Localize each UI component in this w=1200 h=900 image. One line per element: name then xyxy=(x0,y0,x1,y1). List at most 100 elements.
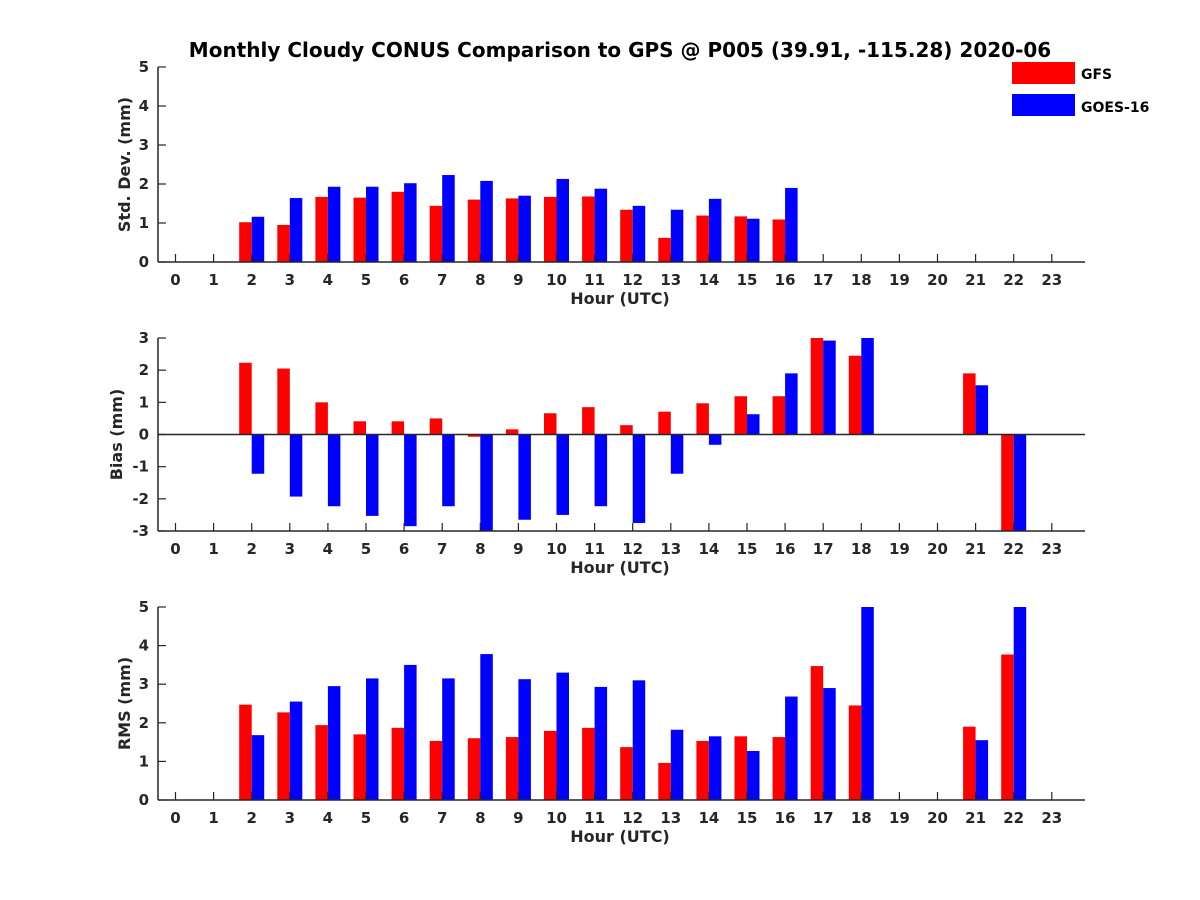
rms-x-tick-label: 4 xyxy=(323,809,333,827)
bias-bar-gfs-3 xyxy=(277,368,290,435)
legend-label-gfs: GFS xyxy=(1081,67,1112,83)
rms-y-tick-label: 2 xyxy=(139,714,149,732)
chart-title: Monthly Cloudy CONUS Comparison to GPS @… xyxy=(189,38,1051,62)
std-dev-y-tick-label: 3 xyxy=(139,136,149,154)
bias-x-tick-label: 17 xyxy=(813,540,834,558)
legend: GFS GOES-16 xyxy=(1012,62,1149,116)
rms-x-tick-label: 6 xyxy=(399,809,409,827)
bias-bar-gfs-5 xyxy=(353,421,366,435)
rms-bar-goes16-22 xyxy=(1013,607,1027,800)
std-dev-bar-gfs-2 xyxy=(239,222,252,262)
rms-bar-gfs-12 xyxy=(620,747,633,800)
std-dev-bar-goes16-6 xyxy=(404,183,417,262)
bias-bar-goes16-4 xyxy=(327,434,341,507)
bias-bar-gfs-21 xyxy=(963,373,976,435)
bias-bar-goes16-7 xyxy=(442,434,455,507)
rms-bar-goes16-9 xyxy=(518,679,531,800)
rms-bar-gfs-13 xyxy=(658,762,671,800)
bias-y-tick-label: 0 xyxy=(139,426,149,444)
rms-bar-gfs-7 xyxy=(429,740,443,800)
rms-bar-goes16-13 xyxy=(670,729,684,800)
std-dev-bar-gfs-6 xyxy=(391,191,405,262)
std-dev-bar-gfs-8 xyxy=(467,199,481,262)
std-dev-x-tick-label: 23 xyxy=(1041,271,1062,289)
std-dev-x-axis-label: Hour (UTC) xyxy=(570,289,670,308)
bias-bar-goes16-11 xyxy=(594,434,608,507)
std-dev-x-tick-label: 10 xyxy=(546,271,567,289)
bias-x-tick-label: 23 xyxy=(1041,540,1062,558)
std-dev-x-tick-label: 8 xyxy=(475,271,485,289)
rms-bar-goes16-15 xyxy=(747,750,760,800)
bias-bar-goes16-15 xyxy=(747,414,760,435)
rms-bar-goes16-2 xyxy=(251,735,265,800)
bias-x-tick-label: 20 xyxy=(927,540,948,558)
bias-x-tick-label: 18 xyxy=(851,540,872,558)
std-dev-x-tick-label: 14 xyxy=(698,271,719,289)
bias-x-tick-label: 12 xyxy=(622,540,643,558)
rms-bar-gfs-16 xyxy=(772,737,786,800)
bias-bar-gfs-2 xyxy=(239,362,252,435)
bias-y-tick-label: -2 xyxy=(132,490,149,508)
std-dev-bar-goes16-7 xyxy=(442,175,455,262)
bias-bar-gfs-16 xyxy=(772,396,786,435)
std-dev-x-tick-label: 19 xyxy=(889,271,910,289)
rms-bar-gfs-5 xyxy=(353,734,366,800)
rms-y-tick-label: 3 xyxy=(139,675,149,693)
rms-x-tick-label: 10 xyxy=(546,809,567,827)
std-dev-bar-gfs-15 xyxy=(734,216,747,262)
rms-x-tick-label: 5 xyxy=(361,809,371,827)
std-dev-y-tick-label: 0 xyxy=(139,253,149,271)
bias-bar-goes16-22 xyxy=(1013,434,1027,531)
bias-x-tick-label: 9 xyxy=(513,540,523,558)
std-dev-x-tick-label: 5 xyxy=(361,271,371,289)
rms-x-tick-label: 2 xyxy=(246,809,256,827)
bias-bar-gfs-11 xyxy=(582,407,595,435)
rms-x-tick-label: 20 xyxy=(927,809,948,827)
bias-bar-goes16-6 xyxy=(404,434,417,527)
bias-y-tick-label: 2 xyxy=(139,361,149,379)
std-dev-bar-gfs-16 xyxy=(772,219,786,262)
bias-x-tick-label: 21 xyxy=(965,540,986,558)
bias-x-tick-label: 19 xyxy=(889,540,910,558)
bias-x-tick-label: 14 xyxy=(698,540,719,558)
std-dev-bar-gfs-5 xyxy=(353,197,366,262)
std-dev-bar-gfs-12 xyxy=(620,209,633,262)
rms-bar-goes16-11 xyxy=(594,686,608,800)
rms-bar-goes16-17 xyxy=(823,688,836,800)
rms-bar-goes16-18 xyxy=(861,607,874,800)
bias-x-tick-label: 13 xyxy=(660,540,681,558)
std-dev-bar-gfs-4 xyxy=(315,196,328,262)
rms-bar-goes16-16 xyxy=(785,696,798,800)
bias-bar-gfs-10 xyxy=(544,413,557,435)
bias-bar-gfs-12 xyxy=(620,425,633,435)
std-dev-bar-gfs-7 xyxy=(429,205,443,262)
bias-bar-goes16-9 xyxy=(518,434,531,520)
std-dev-x-tick-label: 15 xyxy=(737,271,758,289)
std-dev-x-tick-label: 0 xyxy=(170,271,180,289)
std-dev-x-tick-label: 20 xyxy=(927,271,948,289)
rms-x-tick-label: 15 xyxy=(737,809,758,827)
std-dev-y-tick-label: 4 xyxy=(139,97,149,115)
std-dev-x-tick-label: 3 xyxy=(285,271,295,289)
std-dev-bar-goes16-8 xyxy=(480,180,493,262)
rms-bar-goes16-14 xyxy=(708,736,722,800)
bias-y-axis-label: Bias (mm) xyxy=(107,389,126,481)
bias-bar-gfs-18 xyxy=(848,355,862,435)
bias-bar-goes16-2 xyxy=(251,434,265,474)
bias-x-tick-label: 2 xyxy=(246,540,256,558)
bias-bar-gfs-9 xyxy=(505,429,519,435)
bias-bar-gfs-22 xyxy=(1001,434,1014,531)
bias-y-tick-label: -1 xyxy=(132,458,149,476)
rms-bar-gfs-10 xyxy=(544,730,557,800)
rms-bar-goes16-8 xyxy=(480,654,493,800)
rms-y-axis-label: RMS (mm) xyxy=(115,657,134,750)
rms-x-tick-label: 19 xyxy=(889,809,910,827)
std-dev-x-tick-label: 18 xyxy=(851,271,872,289)
bias-bar-goes16-18 xyxy=(861,338,874,435)
bias-x-tick-label: 4 xyxy=(323,540,333,558)
std-dev-bar-goes16-3 xyxy=(289,198,303,262)
std-dev-y-tick-label: 1 xyxy=(139,214,149,232)
rms-bar-goes16-6 xyxy=(404,664,417,800)
rms-bar-gfs-2 xyxy=(239,704,252,800)
std-dev-y-tick-label: 5 xyxy=(139,58,149,76)
